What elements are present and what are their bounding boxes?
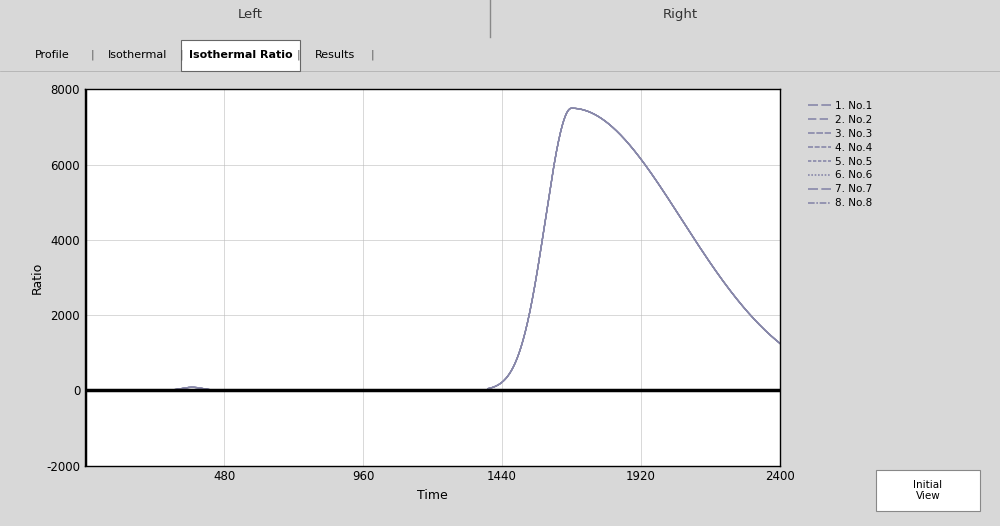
Text: Right: Right	[662, 8, 698, 21]
X-axis label: Time: Time	[417, 489, 448, 502]
Y-axis label: Ratio: Ratio	[30, 261, 43, 294]
Text: Profile: Profile	[35, 50, 70, 60]
Text: Left: Left	[238, 8, 262, 21]
Text: Isothermal: Isothermal	[108, 50, 167, 60]
Text: Initial
View: Initial View	[913, 480, 943, 501]
Legend: 1. No.1, 2. No.2, 3. No.3, 4. No.4, 5. No.5, 6. No.6, 7. No.7, 8. No.8: 1. No.1, 2. No.2, 3. No.3, 4. No.4, 5. N…	[804, 96, 877, 213]
Text: Isothermal Ratio: Isothermal Ratio	[189, 50, 292, 60]
Text: |: |	[370, 50, 374, 60]
Text: Results: Results	[315, 50, 355, 60]
Text: |: |	[90, 50, 94, 60]
Text: |: |	[179, 50, 183, 60]
Text: |: |	[296, 50, 300, 60]
